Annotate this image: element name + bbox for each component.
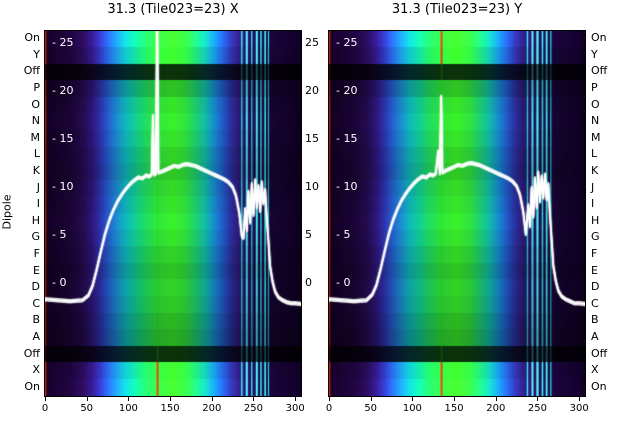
- x-tick-label: 100: [402, 403, 422, 414]
- dipole-row-label: Off: [23, 64, 40, 78]
- x-tick-mark: [253, 397, 255, 401]
- dipole-row-label: I: [36, 197, 40, 211]
- dipole-row-label: C: [591, 296, 599, 310]
- dipole-row-label: B: [591, 313, 599, 327]
- dipole-row-label: Off: [591, 64, 608, 78]
- x-tick-label: 250: [243, 403, 264, 414]
- dipole-row-label: O: [31, 97, 40, 111]
- dipole-row-label: Off: [23, 346, 40, 360]
- dipole-row-label: G: [591, 230, 600, 244]
- x-tick-mark: [128, 397, 130, 401]
- dipole-row-label: D: [31, 280, 40, 294]
- heatmap-panel-y: [328, 30, 586, 397]
- value-tick-label: 20: [305, 83, 319, 97]
- dipole-row-label: E: [591, 263, 598, 277]
- dipole-row-label: On: [591, 379, 607, 393]
- x-tick-mark: [370, 397, 372, 401]
- dipole-row-label: F: [33, 246, 40, 260]
- x-tick-label: 50: [364, 403, 378, 414]
- value-tick-label-inner: - 10: [336, 179, 358, 193]
- x-tick-label: 50: [80, 403, 94, 414]
- x-tick-mark: [211, 397, 213, 401]
- dipole-row-label: On: [24, 379, 40, 393]
- heatmap-canvas-y: [329, 31, 585, 396]
- x-tick-label: 100: [118, 403, 138, 414]
- x-tick-label: 0: [41, 403, 49, 414]
- dipole-row-label: Y: [33, 47, 40, 61]
- dipole-row-label: K: [32, 164, 40, 178]
- value-tick-label-inner: - 15: [52, 131, 74, 145]
- x-tick-label: 150: [160, 403, 180, 414]
- x-tick-mark: [454, 397, 456, 401]
- plot-title-x: 31.3 (Tile023=23) X: [107, 2, 239, 17]
- plot-title-y: 31.3 (Tile023=23) Y: [391, 2, 523, 17]
- dipole-row-label: K: [591, 164, 599, 178]
- dipole-row-label: X: [591, 363, 599, 377]
- heatmap-panel-x: [44, 30, 302, 397]
- spike-overflow-line: [156, 0, 159, 30]
- value-tick-label-inner: - 0: [52, 275, 67, 289]
- value-tick-label: 0: [305, 275, 312, 289]
- value-tick-label-inner: - 20: [52, 83, 74, 97]
- dipole-row-label: X: [32, 363, 40, 377]
- dipole-row-label: H: [31, 213, 40, 227]
- heatmap-canvas-x: [45, 31, 301, 396]
- value-tick-label-inner: - 10: [52, 179, 74, 193]
- dipole-row-label: F: [591, 246, 598, 260]
- x-tick-label: 150: [444, 403, 464, 414]
- x-tick-mark: [579, 397, 581, 401]
- value-tick-label: 5: [305, 227, 312, 241]
- dipole-row-label: P: [33, 81, 40, 95]
- x-tick-mark: [537, 397, 539, 401]
- dipole-row-label: D: [591, 280, 600, 294]
- dipole-row-label: M: [30, 130, 41, 144]
- x-tick-mark: [295, 397, 297, 401]
- value-tick-label: 10: [305, 179, 319, 193]
- x-tick-mark: [495, 397, 497, 401]
- dipole-row-label: N: [591, 114, 600, 128]
- dipole-row-label: E: [33, 263, 40, 277]
- dipole-row-label: A: [591, 329, 599, 343]
- x-tick-label: 200: [486, 403, 506, 414]
- x-tick-mark: [412, 397, 414, 401]
- dipole-row-label: C: [32, 296, 40, 310]
- dipole-row-label: L: [33, 147, 40, 161]
- x-tick-label: 0: [325, 403, 333, 414]
- dipole-row-label: Y: [591, 47, 598, 61]
- dipole-row-label: J: [591, 180, 595, 194]
- value-tick-label-inner: - 25: [336, 35, 358, 49]
- dipole-row-label: On: [24, 31, 40, 45]
- x-tick-mark: [45, 397, 46, 401]
- dipole-row-label: N: [31, 114, 40, 128]
- value-tick-label-inner: - 15: [336, 131, 358, 145]
- dipole-row-label: J: [36, 180, 40, 194]
- dipole-row-label: B: [32, 313, 40, 327]
- dipole-row-label: L: [591, 147, 598, 161]
- value-tick-label: 25: [305, 35, 319, 49]
- x-tick-label: 250: [527, 403, 548, 414]
- dipole-row-label: Off: [591, 346, 608, 360]
- value-tick-label-inner: - 25: [52, 35, 74, 49]
- dipole-row-label: On: [591, 31, 607, 45]
- value-tick-label-inner: - 5: [336, 227, 351, 241]
- dipole-row-label: A: [32, 329, 40, 343]
- dipole-row-label: G: [31, 230, 40, 244]
- value-tick-label-inner: - 0: [336, 275, 351, 289]
- x-tick-mark: [329, 397, 330, 401]
- dipole-row-label: O: [591, 97, 600, 111]
- dipole-row-label: M: [591, 130, 601, 144]
- x-tick-label: 300: [285, 403, 305, 414]
- dipole-row-label: H: [591, 213, 600, 227]
- x-tick-mark: [86, 397, 88, 401]
- value-tick-label-inner: - 20: [336, 83, 358, 97]
- x-tick-label: 300: [569, 403, 589, 414]
- dipole-row-label: I: [591, 197, 595, 211]
- x-tick-label: 200: [202, 403, 222, 414]
- dipole-row-label: P: [591, 81, 598, 95]
- value-tick-label-inner: - 5: [52, 227, 67, 241]
- value-tick-label: 15: [305, 131, 319, 145]
- x-tick-mark: [170, 397, 172, 401]
